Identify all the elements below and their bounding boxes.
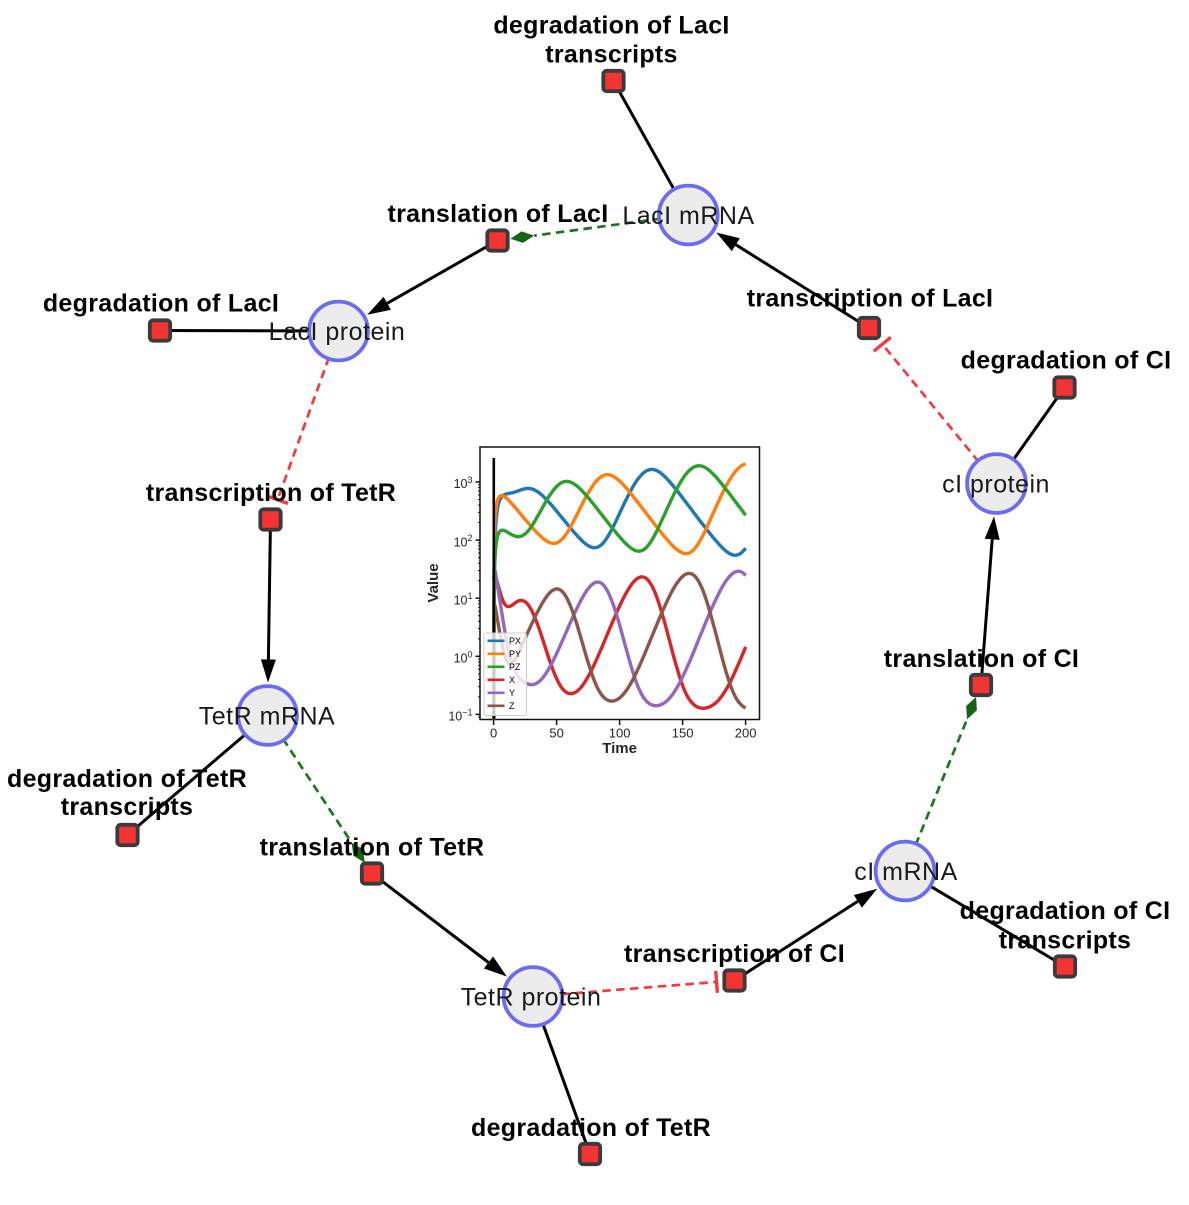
svg-text:Z: Z xyxy=(509,701,515,711)
svg-text:transcription of CI: transcription of CI xyxy=(624,940,845,968)
svg-text:100: 100 xyxy=(609,726,631,741)
svg-text:degradation of CI: degradation of CI xyxy=(961,347,1172,375)
svg-text:TetR mRNA: TetR mRNA xyxy=(199,703,335,731)
svg-text:translation of CI: translation of CI xyxy=(884,645,1079,673)
svg-text:Time: Time xyxy=(602,740,637,757)
svg-text:0: 0 xyxy=(490,726,497,741)
svg-text:PZ: PZ xyxy=(509,662,521,672)
svg-text:transcripts: transcripts xyxy=(999,927,1132,955)
svg-text:cI mRNA: cI mRNA xyxy=(854,858,958,886)
svg-text:50: 50 xyxy=(549,726,563,741)
svg-text:transcripts: transcripts xyxy=(545,41,678,69)
svg-text:transcription of TetR: transcription of TetR xyxy=(146,479,396,507)
svg-text:LacI protein: LacI protein xyxy=(269,318,406,346)
svg-text:transcription of LacI: transcription of LacI xyxy=(747,285,994,313)
svg-text:degradation of LacI: degradation of LacI xyxy=(493,12,729,40)
svg-text:Y: Y xyxy=(509,688,515,698)
svg-text:PY: PY xyxy=(509,649,521,659)
svg-text:X: X xyxy=(509,675,515,685)
svg-text:LacI mRNA: LacI mRNA xyxy=(622,202,754,230)
svg-text:translation of TetR: translation of TetR xyxy=(260,834,485,862)
svg-text:degradation of LacI: degradation of LacI xyxy=(43,290,279,318)
svg-text:cI protein: cI protein xyxy=(942,471,1050,499)
svg-text:degradation of CI: degradation of CI xyxy=(960,897,1171,925)
svg-text:150: 150 xyxy=(672,726,694,741)
svg-text:translation of LacI: translation of LacI xyxy=(387,200,608,228)
svg-text:degradation of TetR: degradation of TetR xyxy=(7,765,247,793)
svg-text:transcripts: transcripts xyxy=(61,793,194,821)
svg-text:TetR protein: TetR protein xyxy=(461,984,602,1012)
svg-text:degradation of TetR: degradation of TetR xyxy=(471,1114,711,1142)
svg-text:PX: PX xyxy=(509,636,521,646)
svg-text:200: 200 xyxy=(735,726,757,741)
svg-text:Value: Value xyxy=(425,563,442,602)
